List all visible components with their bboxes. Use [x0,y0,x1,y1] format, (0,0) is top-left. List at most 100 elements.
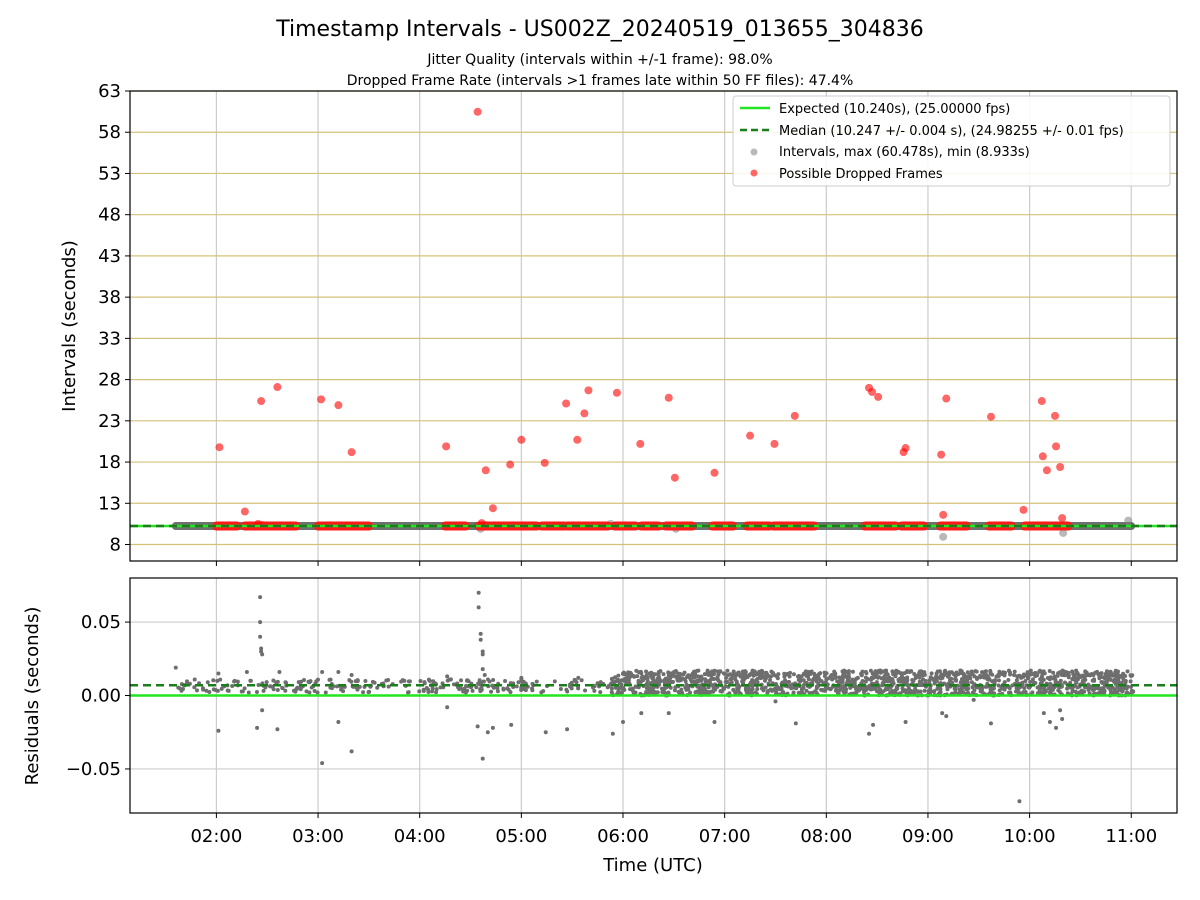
residual-point [763,685,768,690]
residual-point [1013,689,1018,694]
residual-point [868,677,873,682]
residual-point [839,678,844,683]
residual-point [621,686,626,691]
residual-point [349,679,354,684]
residual-point [722,686,727,691]
residual-point [937,691,942,696]
residual-point [327,677,332,682]
residual-point [261,688,266,693]
dropped-frame-point [942,394,951,403]
residual-point [667,675,672,680]
residual-point [672,669,677,674]
residual-point [945,684,950,689]
legend-intervals-label: Intervals, max (60.478s), min (8.933s) [779,145,1030,160]
dropped-frame-point [1051,411,1060,420]
residual-point [1097,686,1102,691]
residual-point [211,678,216,683]
residual-point [908,690,913,695]
residual-point [771,671,776,676]
residual-outlier-point [480,652,485,657]
residual-point [865,686,870,691]
residual-point [885,687,890,692]
intervals-axes-frame [129,90,1178,562]
residual-point [932,689,937,694]
residual-point [372,680,377,685]
residual-point [329,686,334,691]
residual-point [930,676,935,681]
residual-point [1078,690,1083,695]
residual-point [762,674,767,679]
residual-point [884,676,889,681]
residual-point [686,687,691,692]
residual-point [530,686,535,691]
residual-point [844,687,849,692]
residual-point [1056,671,1061,676]
residual-point [710,669,715,674]
residual-point [304,689,309,694]
residual-outlier-point [275,727,280,732]
residual-point [996,672,1001,677]
residual-point [1051,670,1056,675]
residual-point [334,684,339,689]
residual-point [1110,685,1115,690]
dropped-frame-point [1037,397,1046,406]
residual-point [354,685,359,690]
residual-point [819,687,824,692]
residual-point [789,686,794,691]
residual-point [984,684,989,689]
residual-point [501,686,506,691]
residual-point [973,669,978,674]
residual-point [176,685,181,690]
residual-point [846,675,851,680]
residual-point [205,680,210,685]
residual-outlier-point [349,749,354,754]
residual-point [837,675,842,680]
x-tick-label: 08:00 [800,826,852,847]
residual-point [495,689,500,694]
residual-point [715,669,720,674]
residual-point [609,686,614,691]
residual-point [889,690,894,695]
residual-point [434,687,439,692]
residual-outlier-point [336,719,341,724]
dropped-frame-point [937,450,946,459]
residual-point [489,689,494,694]
residual-point [810,678,815,683]
residual-point [878,670,883,675]
residual-point [934,671,939,676]
legend-dropped-swatch [750,169,758,177]
residual-point [1072,675,1077,680]
residual-point [818,671,823,676]
dropped-frame-point [770,439,779,448]
residual-point [822,674,827,679]
residual-point [768,678,773,683]
residual-point [242,686,247,691]
residual-point [274,680,279,685]
residual-outlier-point [445,674,450,679]
residual-point [829,673,834,678]
residual-point [461,689,466,694]
residual-point [666,670,671,675]
residual-outlier-point [712,719,717,724]
residual-outlier-point [576,675,581,680]
residual-point [1070,669,1075,674]
residual-point [861,690,866,695]
residual-point [801,683,806,688]
residual-point [639,675,644,680]
residual-point [363,679,368,684]
residual-point [1101,675,1106,680]
residual-point [633,690,638,695]
residual-point [1014,678,1019,683]
residual-point [1086,687,1091,692]
residual-point [505,686,510,691]
residual-point [1113,668,1118,673]
residual-point [427,678,432,683]
residual-point [777,687,782,692]
x-axis-label: Time (UTC) [602,855,703,876]
residual-point [615,691,620,696]
residual-point [422,680,427,685]
dropped-frame-point [746,431,755,440]
residual-point [850,669,855,674]
residual-point [983,669,988,674]
residual-point [632,674,637,679]
